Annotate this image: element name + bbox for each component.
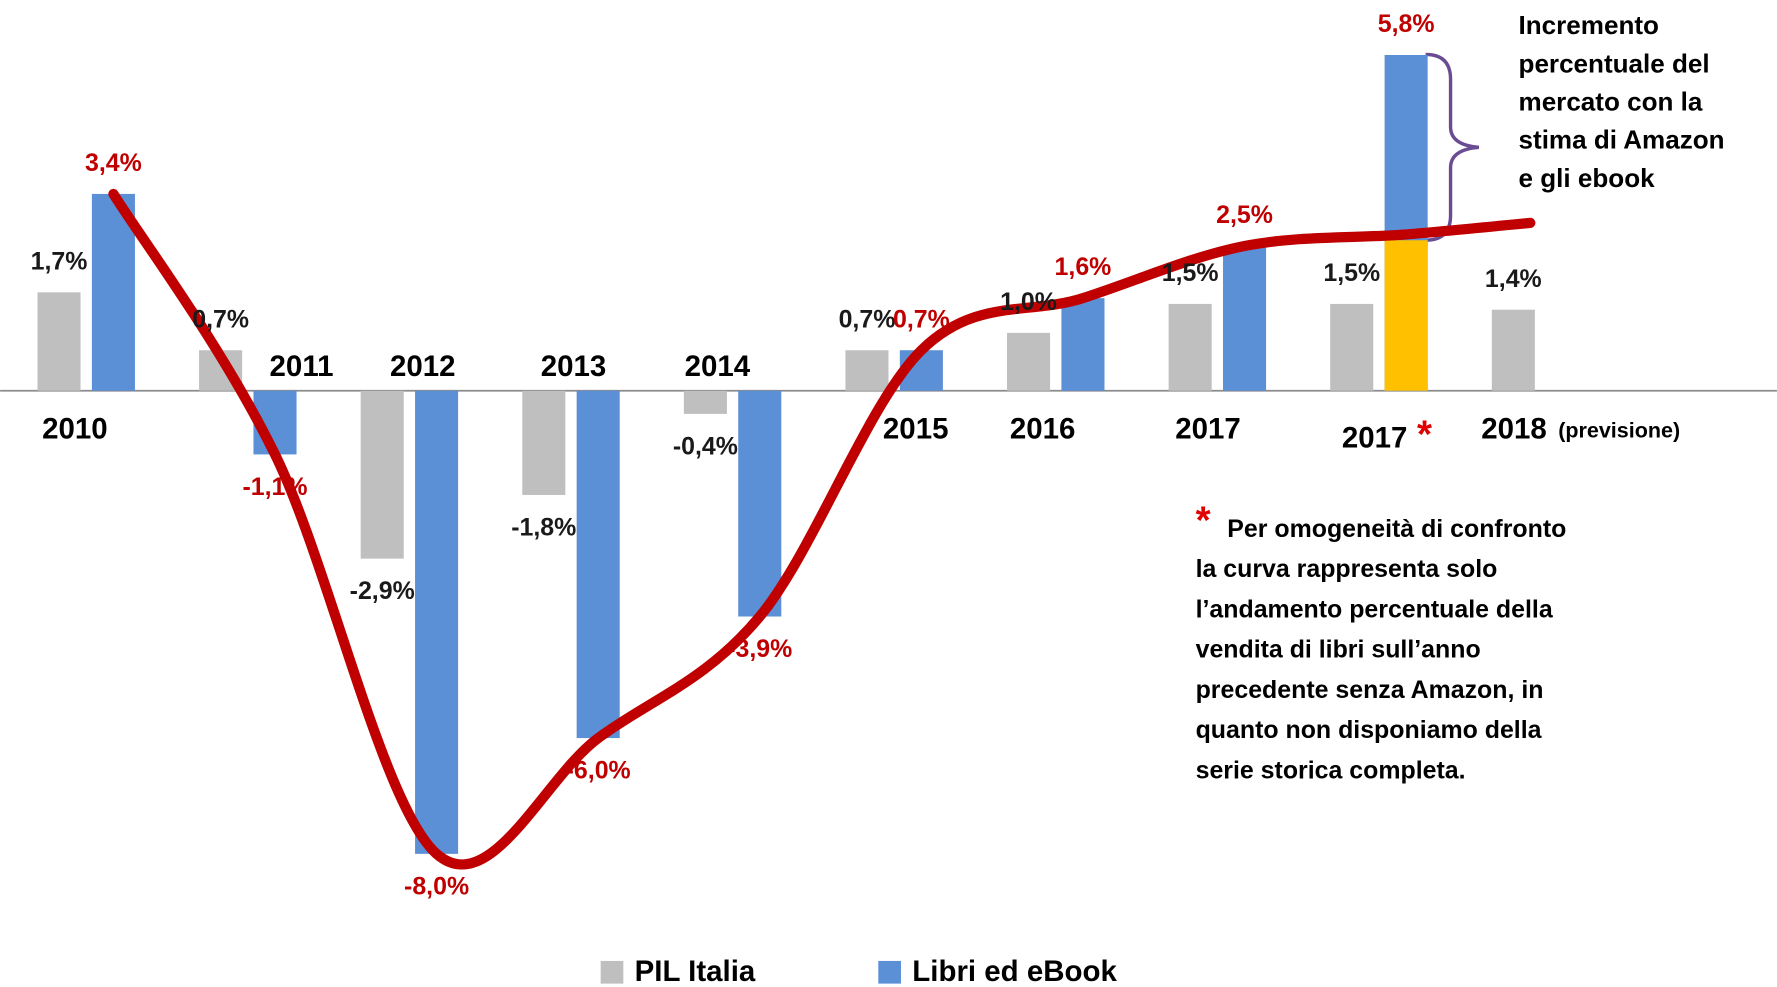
- bar: [738, 390, 782, 617]
- footnote: vendita di libri sull’anno: [1196, 636, 1481, 664]
- legend-swatch: [878, 960, 901, 984]
- category-label: 2012: [390, 350, 456, 383]
- bar: [683, 390, 727, 414]
- bracket-note: percentuale del: [1519, 48, 1710, 78]
- category-label: 2015: [883, 412, 949, 445]
- footnote: la curva rappresenta solo: [1196, 555, 1498, 583]
- bracket-note: Incremento: [1519, 10, 1659, 40]
- value-label: -2,9%: [350, 577, 415, 605]
- value-label: -8,0%: [404, 872, 469, 900]
- value-label: 1,7%: [31, 247, 88, 275]
- value-label: 0,7%: [839, 305, 896, 333]
- footnote: precedente senza Amazon, in: [1196, 676, 1544, 704]
- bracket-note: e gli ebook: [1519, 163, 1656, 193]
- footnote: Per omogeneità di confronto: [1227, 515, 1566, 543]
- value-label: -0,4%: [673, 432, 738, 460]
- bar: [1223, 246, 1267, 391]
- category-label: 2017: [1342, 421, 1408, 454]
- bar: [1061, 298, 1105, 391]
- category-label: 2010: [42, 412, 108, 445]
- bar: [1491, 309, 1535, 391]
- value-label: 3,4%: [85, 149, 142, 177]
- bracket-note: stima di Amazon: [1519, 125, 1725, 155]
- value-label: 2,5%: [1216, 201, 1273, 229]
- bar: [37, 292, 81, 391]
- value-label: 1,6%: [1055, 253, 1112, 281]
- bracket-note: mercato con la: [1519, 86, 1703, 116]
- bar: [576, 390, 620, 739]
- footnote: serie storica completa.: [1196, 756, 1466, 784]
- bar: [1168, 303, 1212, 391]
- bar: [91, 193, 135, 391]
- category-label: 2013: [541, 350, 607, 383]
- value-label: 0,7%: [192, 305, 249, 333]
- value-label: 1,0%: [1000, 288, 1057, 316]
- category-label: 2014: [685, 350, 751, 383]
- bracket: [1425, 52, 1480, 242]
- category-label: 2017: [1175, 412, 1241, 445]
- bar: [360, 390, 404, 559]
- value-label: 1,5%: [1162, 259, 1219, 287]
- bar: [1007, 332, 1051, 391]
- bar: [1330, 303, 1374, 391]
- asterisk: *: [1417, 414, 1432, 457]
- bar: [415, 390, 459, 854]
- value-label: -1,1%: [242, 473, 307, 501]
- value-label: 1,5%: [1323, 259, 1380, 287]
- value-label: 1,4%: [1485, 265, 1542, 293]
- legend-label: PIL Italia: [635, 955, 756, 987]
- category-label: 2018: [1481, 412, 1547, 445]
- value-label: -1,8%: [511, 514, 576, 542]
- forecast-note: (previsione): [1558, 418, 1680, 442]
- footnote: quanto non disponiamo della: [1196, 716, 1543, 744]
- value-label: 5,8%: [1378, 10, 1435, 38]
- bar: [522, 390, 566, 495]
- legend-label: Libri ed eBook: [912, 955, 1117, 987]
- value-label: -3,9%: [727, 635, 792, 663]
- value-label: -6,0%: [566, 757, 631, 785]
- category-label: 2011: [270, 350, 334, 383]
- highlight-bar: [1384, 240, 1428, 391]
- footnote: l’andamento percentuale della: [1196, 595, 1554, 623]
- bar: [845, 350, 889, 391]
- footnote-asterisk: *: [1196, 500, 1211, 543]
- value-label: 0,7%: [893, 305, 950, 333]
- category-label: 2016: [1010, 412, 1076, 445]
- legend-swatch: [600, 960, 624, 984]
- trend-curve: [108, 188, 1536, 870]
